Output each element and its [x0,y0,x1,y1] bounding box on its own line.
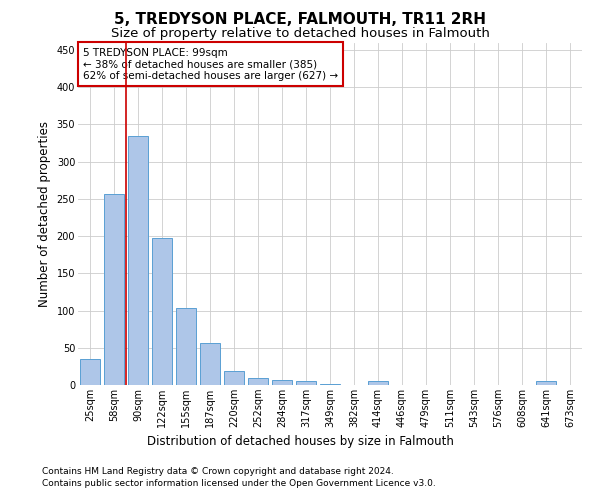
Text: 5 TREDYSON PLACE: 99sqm
← 38% of detached houses are smaller (385)
62% of semi-d: 5 TREDYSON PLACE: 99sqm ← 38% of detache… [83,48,338,81]
Bar [272,380,292,385]
Bar [104,194,124,385]
Bar [320,384,340,385]
Bar [248,378,268,385]
Y-axis label: Number of detached properties: Number of detached properties [38,120,51,306]
Text: Size of property relative to detached houses in Falmouth: Size of property relative to detached ho… [110,28,490,40]
Bar [536,382,556,385]
Bar [80,359,100,385]
Bar [152,238,172,385]
Text: Distribution of detached houses by size in Falmouth: Distribution of detached houses by size … [146,435,454,448]
Bar [368,382,388,385]
Text: 5, TREDYSON PLACE, FALMOUTH, TR11 2RH: 5, TREDYSON PLACE, FALMOUTH, TR11 2RH [114,12,486,28]
Bar [176,308,196,385]
Text: Contains HM Land Registry data © Crown copyright and database right 2024.: Contains HM Land Registry data © Crown c… [42,468,394,476]
Bar [224,371,244,385]
Text: Contains public sector information licensed under the Open Government Licence v3: Contains public sector information licen… [42,479,436,488]
Bar [200,342,220,385]
Bar [296,382,316,385]
Bar [128,136,148,385]
